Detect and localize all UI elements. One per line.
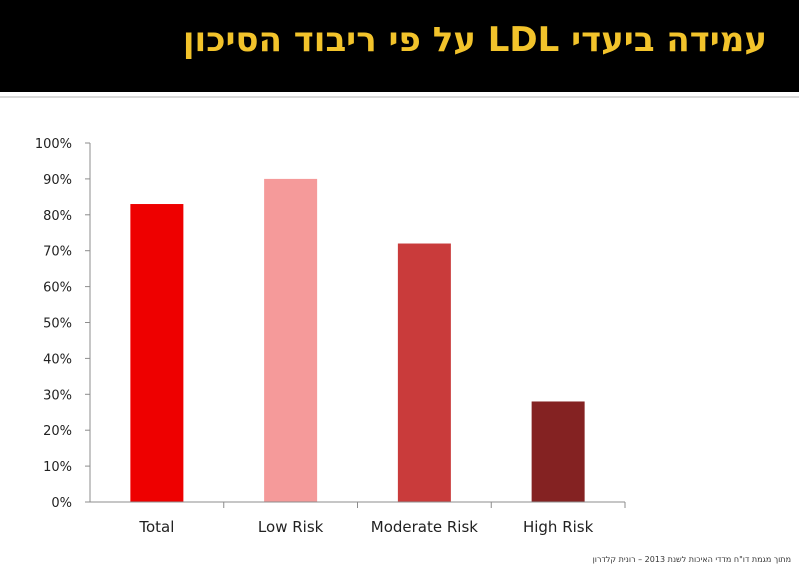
x-tick-label: Total	[138, 518, 174, 536]
bar	[397, 243, 451, 502]
y-tick-label: 20%	[43, 424, 72, 439]
slide-header: עמידה ביעדי LDL על פי ריבוד הסיכון	[0, 0, 799, 92]
y-tick-label: 10%	[43, 460, 72, 475]
bar	[130, 204, 184, 502]
bar-chart: 0% 10% 20% 30% 40% 50% 60% 70% 80% 90% 100% Total L…	[35, 137, 626, 536]
source-footnote: מתוך מגמת דו"ח מדדי האיכות לשנת 2013 – ר…	[592, 555, 791, 564]
x-tick-label: Moderate Risk	[371, 518, 479, 536]
y-tick-label: 40%	[43, 352, 72, 367]
y-tick-label: 70%	[43, 245, 72, 260]
y-tick-label: 60%	[43, 281, 72, 296]
header-divider	[0, 96, 799, 98]
bar	[531, 401, 585, 502]
slide-title: עמידה ביעדי LDL על פי ריבוד הסיכון	[182, 20, 767, 60]
y-tick-label: 50%	[43, 317, 72, 332]
bar	[264, 178, 318, 502]
y-axis: 0% 10% 20% 30% 40% 50% 60% 70% 80% 90% 100%	[35, 137, 91, 511]
x-tick-label: High Risk	[523, 518, 594, 536]
y-tick-label: 30%	[43, 388, 72, 403]
y-tick-label: 80%	[43, 209, 72, 224]
y-tick-label: 90%	[43, 173, 72, 188]
y-tick-label: 100%	[35, 137, 72, 152]
y-tick-label: 0%	[51, 496, 72, 511]
x-tick-label: Low Risk	[258, 518, 324, 536]
x-axis: Total Low Risk Moderate Risk High Risk	[90, 501, 626, 536]
bars	[130, 178, 585, 502]
